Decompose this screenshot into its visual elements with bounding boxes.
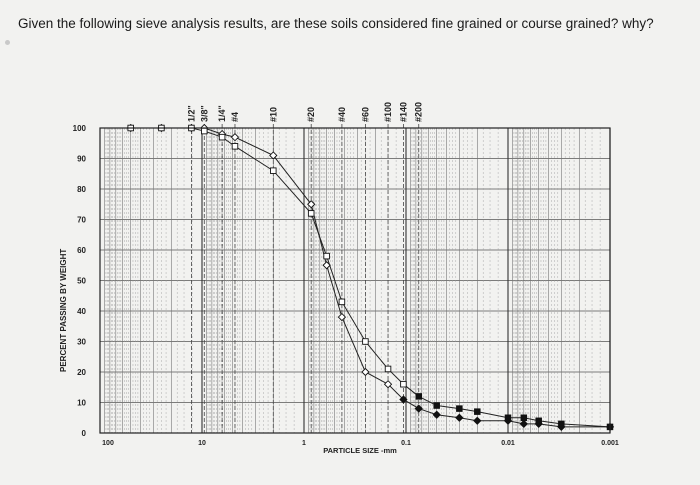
data-point-diamond (519, 419, 528, 428)
x-tick-label: 0.1 (401, 440, 411, 447)
sieve-label: #100 (383, 102, 393, 122)
data-point-square (323, 252, 330, 260)
data-point-square (474, 408, 481, 415)
y-tick-label: 100 (73, 124, 87, 133)
y-tick-label: 50 (77, 277, 86, 286)
sieve-label: #10 (268, 107, 278, 122)
axes: 0 10 20 30 40 50 60 70 80 90 100 100 10 1 0.1 0.01 0.001… (73, 124, 619, 455)
data-point-square (231, 143, 239, 150)
sieve-label: #20 (306, 107, 316, 122)
data-point-square (218, 133, 226, 141)
series-line (130, 127, 610, 428)
data-point-square (384, 365, 392, 373)
bullet-dot (5, 40, 10, 45)
data-point-diamond (269, 151, 278, 160)
y-tick-label: 30 (77, 338, 86, 347)
data-point-square (201, 127, 208, 135)
x-tick-label: 1 (302, 440, 306, 447)
data-point-diamond (432, 410, 441, 419)
x-tick-label: 100 (102, 440, 114, 447)
y-tick-label: 20 (77, 368, 86, 377)
y-tick-label: 70 (77, 216, 86, 225)
x-tick-label: 0.001 (601, 440, 619, 447)
y-tick-label: 80 (77, 185, 86, 194)
sieve-label: #40 (337, 107, 347, 122)
data-point-square (362, 338, 369, 345)
data-point-diamond (455, 413, 464, 422)
data-point-diamond (307, 200, 316, 209)
x-tick-label: 10 (198, 440, 206, 447)
sieve-label: #60 (360, 107, 370, 122)
y-tick-label: 10 (77, 399, 86, 408)
data-point-square (307, 210, 315, 217)
data-point-square (415, 393, 422, 400)
data-point-diamond (383, 380, 393, 389)
data-point-square (520, 414, 528, 422)
sieve-labels: 1/2" 1/4" 3/8" #4 #10 #20 #40 #60 #100 #140 #200 (186, 102, 424, 433)
x-axis-label: PARTICLE SIZE -mm (323, 446, 397, 455)
data-point-diamond (473, 416, 482, 425)
y-tick-label: 90 (77, 155, 86, 164)
sieve-label: #4 (230, 112, 240, 122)
data-point-diamond (414, 404, 423, 413)
series-line (130, 127, 611, 428)
sieve-label: #140 (398, 102, 408, 122)
y-tick-label: 60 (77, 246, 86, 255)
data-point-square (270, 167, 277, 174)
data-point-square (558, 420, 565, 428)
grid (100, 127, 611, 434)
x-tick-label: 0.01 (501, 440, 515, 447)
y-axis-label: PERCENT PASSING BY WEIGHT (59, 248, 68, 372)
data-point-square (504, 414, 512, 422)
data-point-diamond (337, 312, 347, 322)
y-tick-label: 40 (77, 307, 86, 316)
sieve-label: #200 (414, 102, 424, 122)
sieve-label: 1/4" (217, 105, 227, 122)
data-point-diamond (230, 133, 240, 142)
data-point-square (338, 298, 346, 306)
y-tick-label: 0 (82, 429, 87, 438)
sieve-label: 3/8" (199, 105, 209, 122)
data-point-diamond (361, 367, 370, 377)
data-point-square (456, 405, 463, 412)
question-text: Given the following sieve analysis resul… (18, 16, 654, 31)
series-group (126, 123, 615, 432)
data-point-square (400, 380, 407, 388)
data-point-square (535, 417, 542, 425)
sieve-label: 1/2" (186, 105, 196, 122)
data-point-diamond (399, 395, 408, 404)
data-point-square (433, 402, 440, 409)
plot-frame (99, 127, 611, 434)
